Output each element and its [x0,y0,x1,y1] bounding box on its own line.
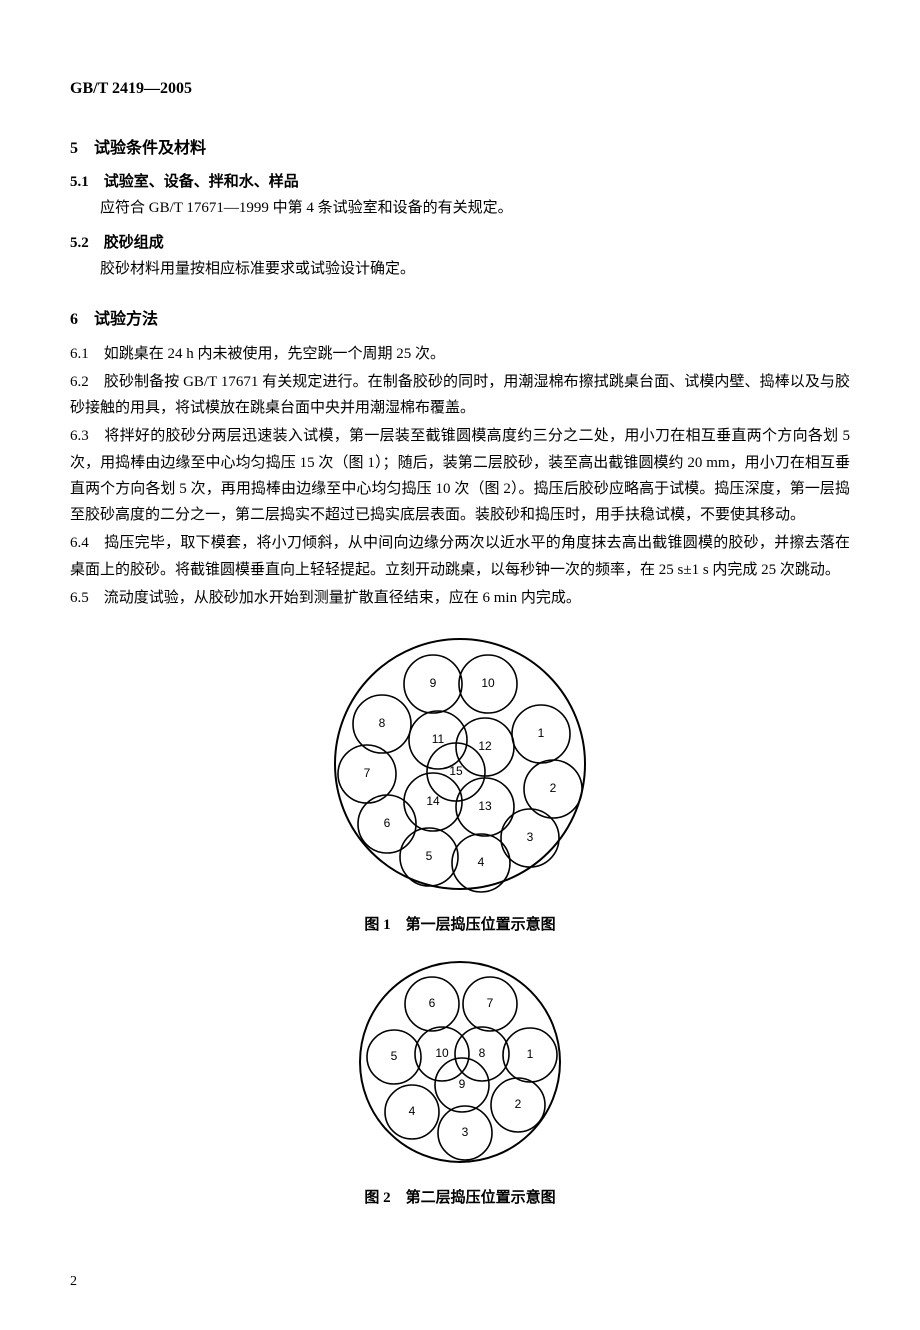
figure-2-container: 1 2 3 4 5 6 7 8 9 10 [70,952,850,1172]
svg-text:5: 5 [426,849,433,863]
standard-code: GB/T 2419—2005 [70,80,850,98]
svg-text:1: 1 [527,1047,534,1061]
svg-text:1: 1 [538,726,545,740]
svg-text:13: 13 [478,799,492,813]
svg-text:4: 4 [409,1104,416,1118]
figure-2-caption: 图 2 第二层捣压位置示意图 [70,1186,850,1207]
svg-text:2: 2 [550,781,557,795]
section-5-2-text: 胶砂材料用量按相应标准要求或试验设计确定。 [70,256,850,282]
svg-text:10: 10 [481,676,495,690]
figure-1-container: 123456789101112131415 [70,629,850,899]
figure-1-diagram: 123456789101112131415 [325,629,595,899]
svg-text:11: 11 [432,732,445,746]
svg-text:6: 6 [429,996,436,1010]
section-5-heading: 5 试验条件及材料 [70,134,850,158]
para-6-2: 6.2 胶砂制备按 GB/T 17671 有关规定进行。在制备胶砂的同时，用潮湿… [70,369,850,422]
svg-text:7: 7 [364,766,371,780]
svg-text:8: 8 [479,1046,486,1060]
svg-text:5: 5 [391,1049,398,1063]
svg-text:7: 7 [487,996,494,1010]
svg-text:9: 9 [459,1077,466,1091]
svg-text:3: 3 [462,1125,469,1139]
section-6-heading: 6 试验方法 [70,305,850,329]
svg-text:9: 9 [430,676,437,690]
section-5-1-text: 应符合 GB/T 17671—1999 中第 4 条试验室和设备的有关规定。 [70,195,850,221]
svg-text:12: 12 [478,739,492,753]
para-6-5: 6.5 流动度试验，从胶砂加水开始到测量扩散直径结束，应在 6 min 内完成。 [70,585,850,611]
page-number: 2 [70,1274,77,1290]
para-6-4: 6.4 捣压完毕，取下模套，将小刀倾斜，从中间向边缘分两次以近水平的角度抹去高出… [70,530,850,583]
svg-text:6: 6 [384,816,391,830]
section-5-1-heading: 5.1 试验室、设备、拌和水、样品 [70,170,850,191]
svg-text:15: 15 [449,764,463,778]
svg-text:10: 10 [435,1046,449,1060]
svg-text:8: 8 [379,716,386,730]
para-6-3: 6.3 将拌好的胶砂分两层迅速装入试模，第一层装至截锥圆模高度约三分之二处，用小… [70,423,850,528]
section-5-2-heading: 5.2 胶砂组成 [70,231,850,252]
figure-2-diagram: 1 2 3 4 5 6 7 8 9 10 [350,952,570,1172]
svg-text:3: 3 [527,830,534,844]
svg-text:14: 14 [426,794,440,808]
para-6-1: 6.1 如跳桌在 24 h 内未被使用，先空跳一个周期 25 次。 [70,341,850,367]
svg-text:2: 2 [515,1097,522,1111]
figure-1-caption: 图 1 第一层捣压位置示意图 [70,913,850,934]
svg-text:4: 4 [478,855,485,869]
